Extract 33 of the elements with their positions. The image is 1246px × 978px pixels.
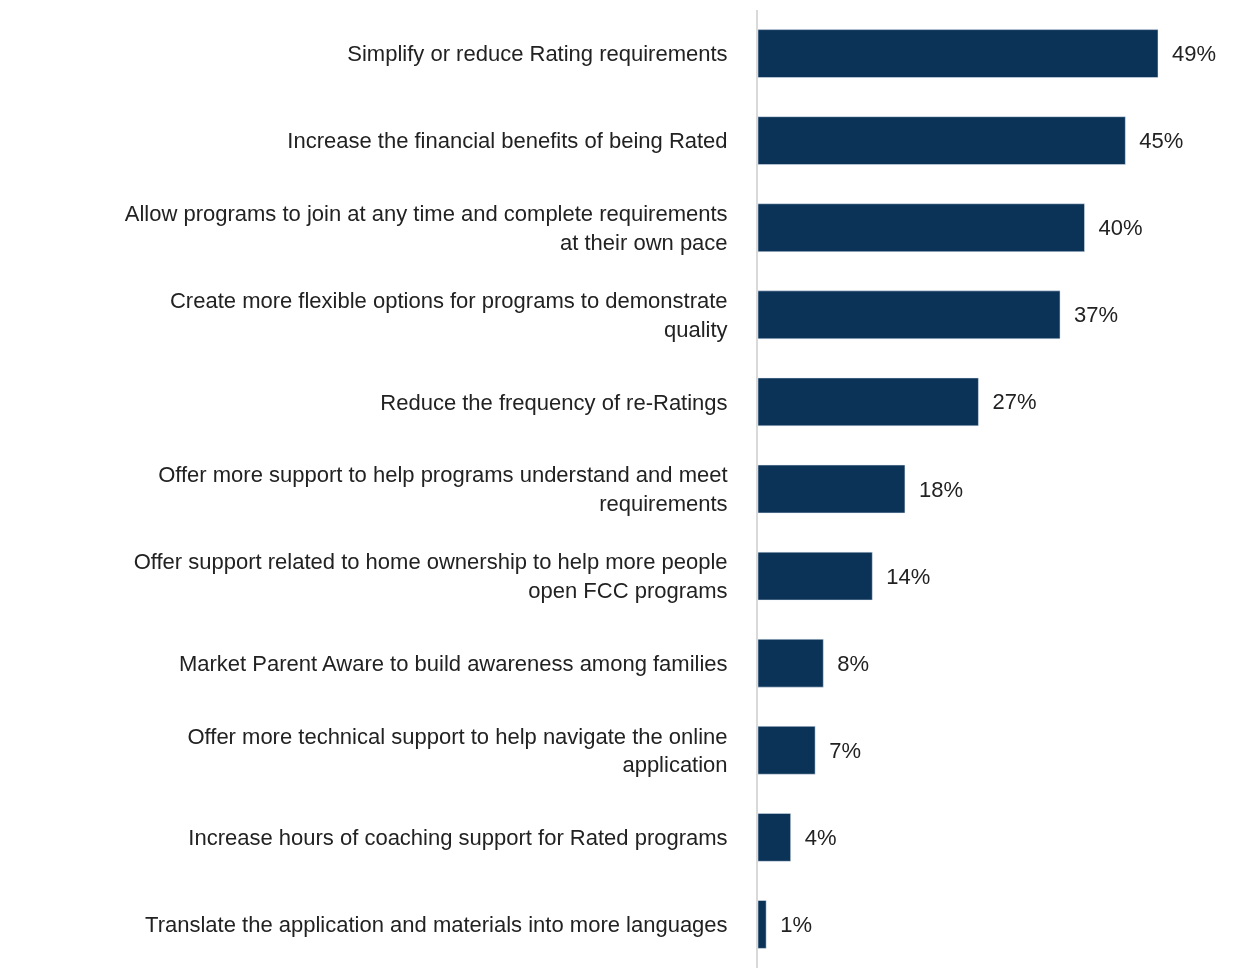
data-label: 7%: [818, 737, 861, 763]
bar: [758, 726, 816, 775]
data-label: 4%: [793, 824, 837, 850]
bar: [758, 551, 873, 601]
bar: [758, 464, 906, 514]
bar: [758, 900, 767, 949]
bar: [758, 116, 1126, 165]
bar: [758, 290, 1061, 340]
y-tick-label: Increase the financial benefits of being Rated: [287, 128, 728, 154]
data-label: 37%: [1063, 302, 1119, 328]
bar: [758, 29, 1159, 78]
y-tick-label: Offer support related to home ownership to help more people open FCC programs: [133, 549, 728, 604]
y-tick-label: Offer more technical support to help navigate the online application: [187, 723, 728, 778]
y-tick-label: Increase hours of coaching support for Rated programs: [188, 825, 728, 851]
data-label: 49%: [1161, 41, 1217, 67]
y-tick-label: Translate the application and materials into more languages: [145, 912, 728, 938]
data-label: 14%: [875, 563, 931, 589]
data-label: 1%: [769, 911, 812, 937]
bar: [758, 813, 791, 862]
data-label: 8%: [826, 650, 870, 676]
y-tick-label: Create more flexible options for programs to demonstrate quality: [169, 288, 728, 342]
data-label: 45%: [1128, 128, 1184, 154]
y-tick-label: Allow programs to join at any time and complete requirements at their own pace: [124, 201, 728, 255]
data-label: 18%: [907, 476, 963, 502]
y-tick-label: Market Parent Aware to build awareness among families: [178, 650, 728, 676]
y-tick-label: Offer more support to help programs understand and meet requirements: [158, 462, 728, 516]
data-label: 40%: [1087, 215, 1143, 241]
bar: [758, 203, 1085, 252]
y-tick-label: Simplify or reduce Rating requirements: [347, 41, 728, 67]
y-tick-label: Reduce the frequency of re-Ratings: [380, 389, 728, 415]
bar: [758, 638, 824, 688]
data-label: 27%: [981, 389, 1037, 415]
bar: [758, 377, 979, 427]
